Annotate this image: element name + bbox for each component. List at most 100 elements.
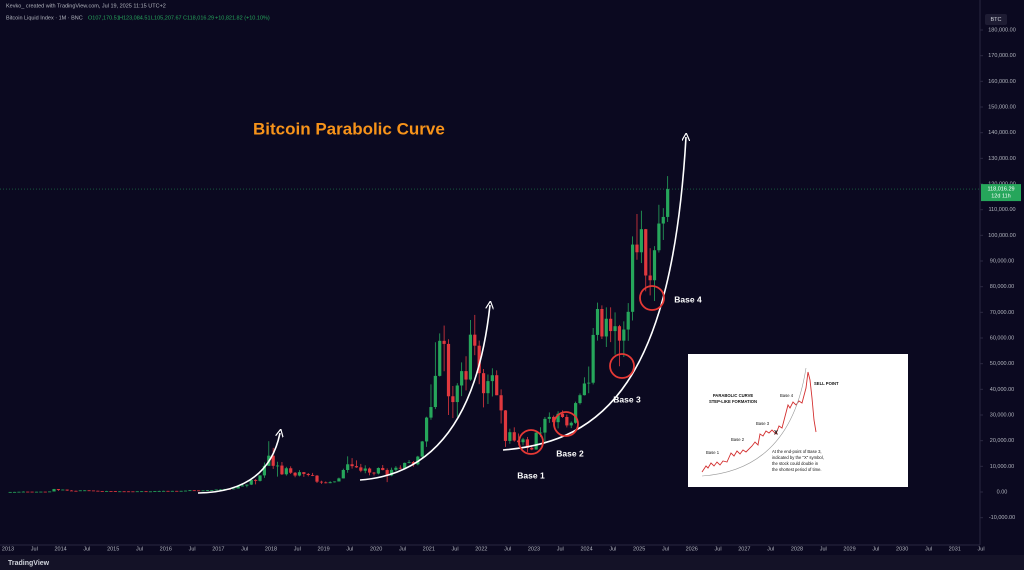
base-circles (518, 285, 665, 455)
candle-body (83, 490, 87, 492)
candle-body (105, 491, 109, 492)
candle-body (118, 491, 122, 493)
candle-body (236, 486, 240, 489)
candle-body (508, 432, 512, 441)
candle-body (460, 371, 464, 386)
candle-body (249, 479, 253, 485)
candle-body (245, 484, 249, 486)
x-tick-label: 2027 (738, 546, 750, 552)
candle-body (389, 469, 394, 476)
candle-body (306, 473, 310, 475)
candle-body (666, 189, 670, 217)
candle-body (52, 489, 56, 492)
y-tick-label: 160,000.00 (988, 79, 1016, 85)
circle (518, 429, 544, 455)
candle-body (100, 491, 104, 492)
inset-title: STEP-LIKE FORMATION (709, 399, 757, 404)
candle-body (565, 416, 569, 426)
candle-body (394, 467, 398, 470)
candle-body (503, 410, 508, 441)
x-tick-label: Jul (662, 546, 669, 552)
candle-body (170, 490, 174, 492)
symbol-badge (985, 14, 1007, 25)
candle-body (144, 491, 148, 493)
candle-body (341, 470, 345, 479)
x-tick-label: 2018 (265, 546, 277, 552)
candle-body (56, 489, 61, 491)
credit: Kevko_ created with TradingView.com, Jul… (6, 3, 166, 9)
candle-body (332, 481, 337, 483)
inset-base: Base 4 (780, 393, 794, 398)
candle-body (197, 490, 201, 492)
y-tick-label: 110,000.00 (988, 207, 1015, 213)
candle-body (363, 468, 367, 471)
price-badge (981, 184, 1021, 202)
candle-body (403, 462, 407, 469)
plot (0, 176, 980, 493)
x-tick-label: Jul (504, 546, 511, 552)
annotation: Base 1 (517, 470, 545, 480)
candle-body (626, 311, 630, 330)
candle-body (609, 318, 613, 332)
candle-body (468, 334, 473, 380)
candle-body (192, 490, 196, 492)
x-tick-label: Jul (978, 546, 985, 552)
footer-bar (0, 555, 1024, 570)
candle-body (26, 491, 30, 493)
candle-body (78, 490, 82, 492)
inset: PARABOLIC CURVE STEP-LIKE FORMATION SELL… (688, 354, 908, 487)
chart-title: Bitcoin Parabolic Curve (253, 119, 445, 138)
x-tick-label: Jul (294, 546, 301, 552)
x-tick-label: Jul (346, 546, 353, 552)
inset-note: the stock could double in (772, 461, 819, 466)
inset-base: Base 1 (706, 450, 720, 455)
x-tick-label: 2031 (949, 546, 961, 552)
candle-body (131, 491, 135, 493)
candle-body (262, 465, 267, 476)
candle-body (74, 490, 78, 492)
candle-body (368, 468, 372, 473)
candle-body (639, 229, 643, 253)
candle-body (451, 396, 455, 403)
candle-body (587, 382, 591, 384)
x-tick-label: 2017 (212, 546, 224, 552)
candle-body (473, 334, 477, 346)
y-tick-label: 130,000.00 (988, 156, 1016, 162)
candle-body (490, 375, 494, 382)
candle-body (34, 491, 39, 493)
x-tick-label: Jul (136, 546, 143, 552)
inset-base: Base 3 (756, 421, 770, 426)
y-tick-label: 50,000.00 (990, 361, 1014, 367)
y-tick-label: 140,000.00 (988, 130, 1016, 136)
x-tick-label: Jul (399, 546, 406, 552)
candle-body (258, 475, 262, 481)
symbol: Bitcoin Liquid Index · 1M · BNC (6, 15, 83, 21)
candle-body (214, 489, 218, 491)
candle-body (297, 472, 302, 476)
y-tick-label: 70,000.00 (990, 310, 1014, 316)
candle-body (113, 491, 117, 492)
candle-body (595, 309, 600, 335)
candle-body (109, 491, 113, 492)
candle-body (420, 441, 424, 457)
candle-body (600, 309, 604, 337)
candle-body (613, 326, 617, 332)
candle-body (311, 474, 315, 476)
candle-body (411, 462, 416, 465)
x-tick-label: Jul (241, 546, 248, 552)
candle-body (648, 275, 652, 281)
candle-body (175, 490, 179, 492)
candle-body (630, 244, 635, 312)
circle (609, 353, 635, 379)
candle-body (205, 490, 210, 492)
legend-line: Bitcoin Liquid Index · 1M · BNC O107,170… (6, 15, 270, 21)
x-tick-label: Jul (872, 546, 879, 552)
x-tick-label: Jul (557, 546, 564, 552)
x-tick-label: Jul (767, 546, 774, 552)
candle-body (578, 395, 582, 404)
candle-body (512, 432, 516, 441)
candle-body (464, 371, 468, 380)
candle-body (179, 490, 183, 492)
y-tick-label: 100,000.00 (988, 233, 1016, 239)
